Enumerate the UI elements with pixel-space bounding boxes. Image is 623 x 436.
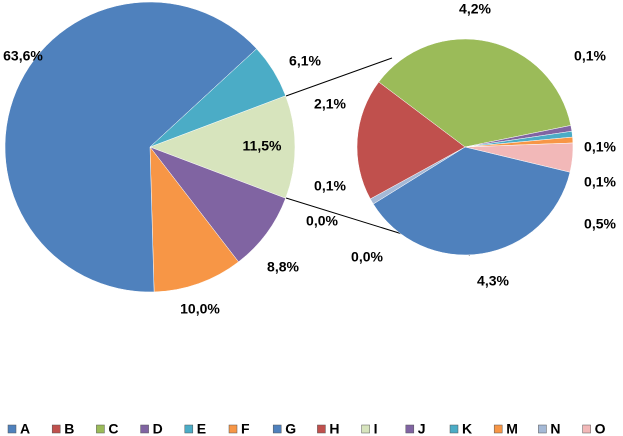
data-label: 10,0% bbox=[180, 301, 220, 317]
data-label: 0,1% bbox=[574, 48, 606, 64]
slice bbox=[4, 1, 257, 293]
legend-swatch bbox=[96, 424, 105, 434]
legend-label: J bbox=[418, 421, 426, 436]
data-label: 2,1% bbox=[314, 96, 346, 112]
legend-label: C bbox=[108, 421, 118, 436]
slice bbox=[149, 146, 239, 293]
data-label: 0,1% bbox=[314, 178, 346, 194]
other-label: 11,5% bbox=[243, 138, 282, 154]
other-slice bbox=[149, 95, 296, 199]
slice bbox=[372, 146, 571, 256]
legend-label: M bbox=[506, 421, 518, 436]
data-label: 8,8% bbox=[267, 259, 299, 275]
slice bbox=[378, 38, 572, 148]
data-label: 4,3% bbox=[477, 273, 509, 289]
legend-label: A bbox=[20, 421, 30, 436]
legend-label: H bbox=[329, 421, 339, 436]
data-label: 0,0% bbox=[306, 213, 338, 229]
legend-swatch bbox=[7, 424, 17, 434]
legend-label: I bbox=[374, 421, 378, 436]
legend-swatch bbox=[493, 424, 503, 434]
data-label: 63,6% bbox=[3, 48, 43, 64]
slice bbox=[149, 48, 286, 148]
data-label: 0,0% bbox=[351, 249, 383, 265]
legend-label: N bbox=[550, 421, 560, 436]
data-label: 0,1% bbox=[584, 139, 616, 155]
legend-swatch bbox=[184, 424, 194, 434]
data-label: 0,5% bbox=[584, 216, 616, 232]
legend-label: O bbox=[595, 421, 606, 436]
data-label: 6,1% bbox=[289, 53, 321, 69]
legend-swatch bbox=[51, 424, 61, 434]
legend-label: G bbox=[285, 421, 296, 436]
legend-swatch bbox=[405, 424, 415, 434]
legend-swatch bbox=[272, 424, 282, 434]
data-label: 0,1% bbox=[584, 174, 616, 190]
legend-swatch bbox=[582, 424, 591, 434]
legend-swatch bbox=[228, 424, 238, 434]
legend-swatch bbox=[361, 424, 370, 434]
legend-swatch bbox=[449, 424, 459, 434]
legend-swatch bbox=[317, 424, 326, 434]
legend-swatch bbox=[538, 424, 547, 434]
connector bbox=[285, 57, 393, 97]
slice bbox=[356, 81, 466, 200]
legend-label: E bbox=[197, 421, 206, 436]
legend-label: B bbox=[64, 421, 74, 436]
legend-swatch bbox=[140, 424, 149, 434]
legend-label: F bbox=[241, 421, 250, 436]
data-label: 4,2% bbox=[459, 1, 491, 17]
legend-label: K bbox=[462, 421, 472, 436]
legend-label: D bbox=[153, 421, 163, 436]
